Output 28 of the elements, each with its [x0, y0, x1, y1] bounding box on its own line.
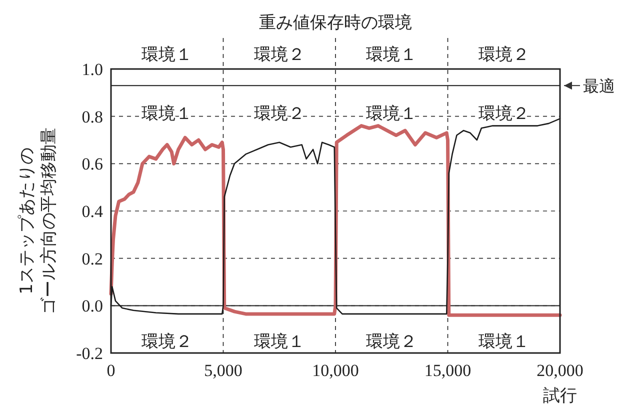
- annotation: 環境１: [254, 332, 305, 352]
- y-tick-label: 0.2: [82, 249, 103, 268]
- x-tick-label: 0: [106, 361, 116, 380]
- text: 環境１: [142, 45, 193, 65]
- x-tick-label: 5,000: [204, 361, 242, 380]
- y-tick-label: -0.2: [76, 344, 103, 363]
- x-tick-label: 15,000: [424, 361, 472, 380]
- chart-title: 重み値保存時の環境: [259, 13, 412, 33]
- annotation: 環境１: [478, 332, 530, 352]
- annotation: 環境１: [142, 104, 193, 124]
- ref-line-label: 最適: [583, 76, 615, 96]
- annotation: 環境２: [366, 332, 418, 352]
- y-tick-label: 1.0: [82, 60, 103, 79]
- x-tick-label: 10,000: [312, 361, 359, 380]
- text: 環境２: [254, 45, 305, 65]
- y-tick-label: 0.4: [82, 202, 104, 221]
- x-axis-title: 試行: [543, 386, 577, 405]
- annotation: 環境２: [478, 104, 530, 124]
- y-tick-label: 0.6: [82, 154, 103, 174]
- text: 環境１: [366, 45, 418, 65]
- y-tick-label: 0.0: [82, 296, 103, 316]
- annotation: 環境１: [366, 104, 418, 124]
- x-tick-label: 20,000: [536, 361, 584, 380]
- y-tick-label: 0.8: [82, 107, 103, 126]
- annotation: 環境２: [254, 104, 305, 124]
- text: 環境２: [478, 45, 530, 65]
- y-axis-title: 1ステップあたりのゴール方向の平均移動量: [17, 128, 59, 314]
- annotation: 環境２: [142, 332, 193, 352]
